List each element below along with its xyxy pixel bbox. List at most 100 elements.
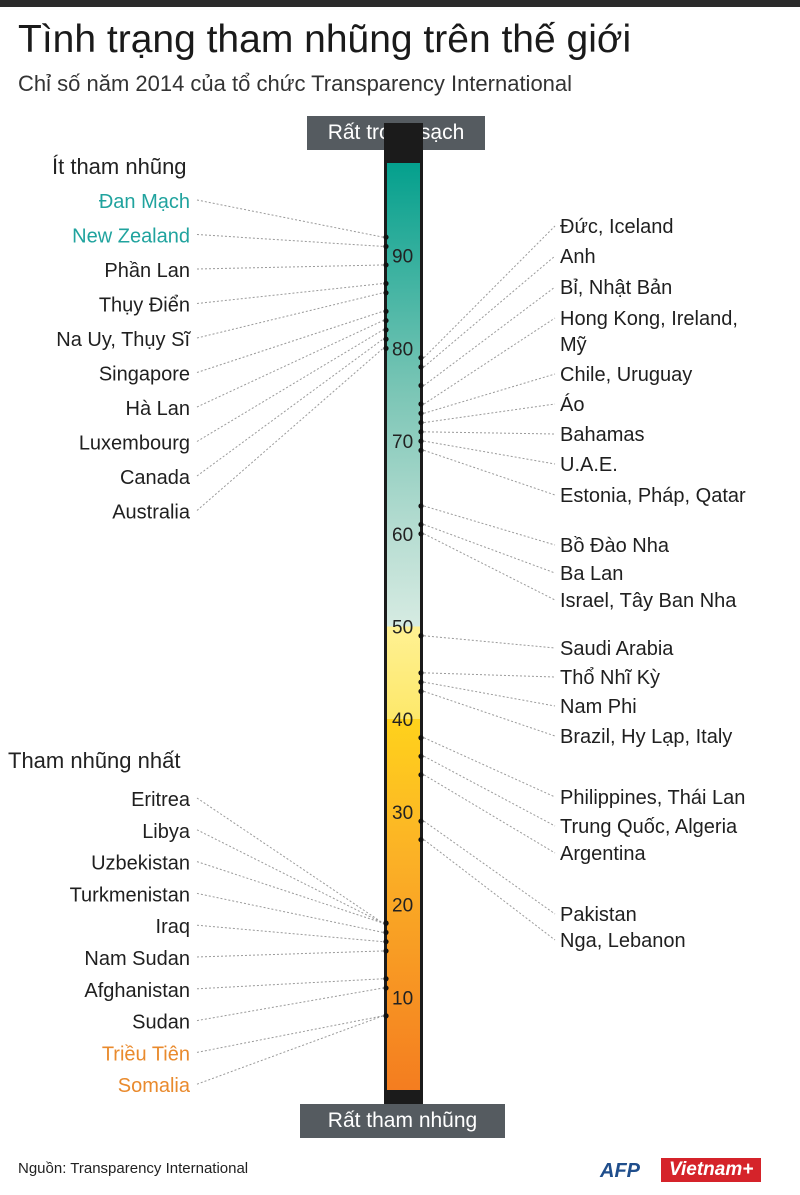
- tick-label-40: 40: [392, 710, 413, 731]
- leader-line-right: [423, 440, 556, 465]
- leader-line-left: [196, 861, 384, 924]
- country-label-right: Estonia, Pháp, Qatar: [560, 485, 746, 507]
- leader-line-left: [196, 892, 384, 933]
- country-label-left: Luxembourg: [79, 433, 190, 455]
- country-label-right: Philippines, Thái Lan: [560, 787, 745, 809]
- country-label-right: Thổ Nhĩ Kỳ: [560, 667, 660, 689]
- leader-line-right: [423, 681, 556, 707]
- leader-line-right: [423, 737, 556, 798]
- score-dot: [383, 317, 389, 324]
- leader-line-right: [423, 431, 556, 435]
- score-dot: [418, 772, 424, 778]
- score-dot: [418, 818, 424, 824]
- country-label-right: Brazil, Hy Lạp, Italy: [560, 726, 732, 748]
- tick-label-20: 20: [392, 896, 413, 917]
- country-label-left: Somalia: [118, 1075, 191, 1097]
- leader-line-right: [423, 524, 556, 574]
- tick-label-50: 50: [392, 618, 413, 639]
- score-dot: [418, 382, 424, 389]
- country-label-right: Anh: [560, 246, 596, 268]
- source-note: Nguồn: Transparency International: [18, 1160, 249, 1177]
- leader-line-right: [423, 505, 556, 546]
- leader-line-right: [423, 255, 556, 368]
- score-dot: [383, 920, 389, 926]
- score-dot: [418, 429, 424, 435]
- leader-line-right: [423, 755, 556, 827]
- country-label-right: Bồ Đào Nha: [560, 535, 670, 557]
- country-label-right: Nga, Lebanon: [560, 930, 686, 952]
- country-label-right: Nam Phi: [560, 696, 637, 718]
- leader-line-right: [423, 317, 556, 405]
- country-label-right: Trung Quốc, Algeria: [560, 816, 738, 838]
- leader-line-left: [196, 292, 384, 339]
- score-dot: [383, 976, 389, 982]
- leader-line-right: [423, 690, 556, 737]
- leader-line-left: [196, 978, 384, 990]
- tick-label-10: 10: [392, 988, 413, 1009]
- tick-label-80: 80: [392, 339, 413, 360]
- score-dot: [418, 419, 424, 426]
- country-label-right: Bahamas: [560, 424, 645, 446]
- score-dot: [383, 243, 389, 250]
- country-label-left: Canada: [120, 467, 191, 489]
- score-dot: [383, 308, 389, 314]
- score-dot: [418, 410, 424, 416]
- least-corrupt-heading: Ít tham nhũng: [52, 154, 187, 179]
- leader-line-left: [196, 987, 384, 1022]
- country-label-right: Áo: [560, 393, 584, 416]
- leader-line-right: [423, 403, 556, 424]
- leader-line-right: [423, 839, 556, 941]
- leader-line-right: [423, 820, 556, 915]
- score-dot: [418, 735, 424, 741]
- leader-line-left: [196, 283, 384, 304]
- vietnamplus-logo: Vietnam+: [661, 1158, 762, 1182]
- leader-line-left: [196, 1015, 384, 1085]
- score-dot: [418, 670, 424, 676]
- country-label-left: Sudan: [132, 1012, 190, 1034]
- country-label-right: Hong Kong, Ireland,: [560, 308, 738, 330]
- leader-line-right: [423, 774, 556, 854]
- score-dot: [383, 939, 389, 945]
- country-label-left: Uzbekistan: [91, 853, 190, 875]
- country-label-right: Đức, Iceland: [560, 216, 673, 238]
- score-dot: [418, 521, 424, 528]
- score-dot: [383, 985, 389, 991]
- leader-line-left: [196, 234, 384, 247]
- leader-line-right: [423, 286, 556, 386]
- country-label-left: Afghanistan: [84, 980, 190, 1002]
- score-dot: [383, 336, 389, 342]
- country-label-left: Libya: [142, 821, 191, 843]
- scale-bottom-label: Rất tham nhũng: [300, 1104, 505, 1138]
- country-label-left: Turkmenistan: [70, 884, 190, 906]
- leader-line-left: [196, 348, 384, 511]
- tick-label-60: 60: [392, 525, 413, 546]
- leader-line-right: [423, 635, 556, 649]
- country-label-right: U.A.E.: [560, 454, 618, 476]
- country-label-right: Saudi Arabia: [560, 638, 674, 660]
- leader-line-left: [196, 829, 384, 924]
- score-dot: [383, 262, 389, 268]
- score-dot: [383, 929, 389, 936]
- leader-line-left: [196, 924, 384, 943]
- score-dot: [418, 837, 424, 843]
- country-label-right: Ba Lan: [560, 563, 623, 585]
- leader-line-left: [196, 310, 384, 373]
- leader-line-right: [423, 373, 556, 414]
- score-dot: [383, 280, 389, 287]
- country-label-left: Na Uy, Thụy Sĩ: [56, 329, 191, 351]
- score-dot: [418, 633, 424, 639]
- country-label-right: Pakistan: [560, 904, 637, 926]
- leader-line-left: [196, 797, 384, 924]
- leader-line-right: [423, 225, 556, 359]
- score-dot: [418, 531, 424, 537]
- most-corrupt-heading: Tham nhũng nhất: [8, 748, 181, 773]
- leader-line-right: [423, 672, 556, 678]
- country-label-left: Eritrea: [131, 789, 191, 811]
- country-label-right: Argentina: [560, 843, 646, 865]
- score-dot: [418, 364, 424, 370]
- country-label-right: Israel, Tây Ban Nha: [560, 590, 737, 612]
- score-dot: [418, 355, 424, 361]
- leader-line-right: [423, 533, 556, 601]
- score-dot: [383, 345, 389, 351]
